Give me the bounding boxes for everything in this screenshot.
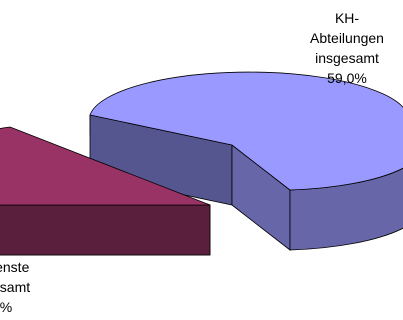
- slice-label-line: insgesamt: [315, 50, 379, 66]
- slice-dienste-top: [0, 126, 211, 206]
- slice-label-line: 59,0%: [327, 70, 367, 86]
- slice-dienste-front: [0, 204, 211, 256]
- slice-kh-abteilungen-top: [89, 71, 403, 191]
- slice-label-line: esamt: [0, 279, 31, 295]
- slice-label-line: 0%: [0, 299, 13, 315]
- slice-label-line: Abteilungen: [310, 30, 384, 46]
- slice-label-kh-abteilungen: KH- Abteilungen insgesamt 59,0%: [292, 8, 402, 88]
- slice-label-line: ienste: [0, 259, 30, 275]
- slice-label-line: KH-: [334, 10, 360, 26]
- slice-label-dienste: ienste esamt 0%: [0, 257, 62, 317]
